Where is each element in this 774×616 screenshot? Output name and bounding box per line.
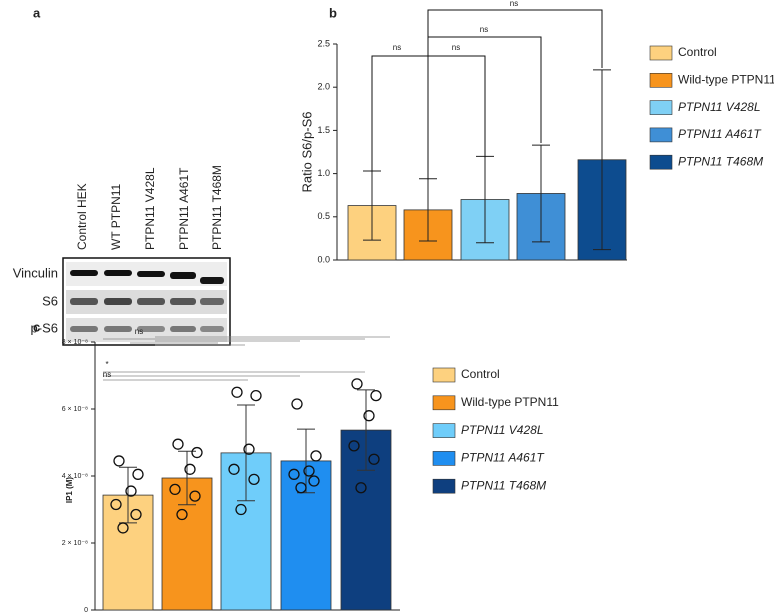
significance-label: ns (135, 327, 143, 336)
lane-label: WT PTPN11 (109, 183, 123, 250)
significance-label: ns (510, 0, 518, 8)
legend-swatch (649, 45, 673, 61)
data-point (308, 475, 320, 487)
row-label: S6 (42, 293, 58, 308)
legend-swatch (649, 73, 673, 88)
significance-bracket (427, 9, 603, 180)
legend-swatch (432, 395, 456, 411)
error-bar (178, 450, 196, 506)
y-tick-label: 2 × 10⁻⁸ (62, 540, 88, 547)
panel-label: a (33, 5, 41, 20)
data-point (130, 508, 142, 521)
legend-label: PTPN11 V428L (461, 423, 544, 437)
significance-label: ns (393, 43, 401, 52)
lane-label: PTPN11 T468M (210, 165, 224, 250)
row-label: Vinculin (13, 265, 58, 280)
data-point (368, 453, 380, 465)
data-point (250, 389, 262, 402)
data-point (295, 482, 307, 494)
lane-label: Control HEK (75, 183, 89, 250)
data-point (184, 463, 196, 475)
y-tick-label: 1.0 (317, 168, 330, 178)
error-bar (532, 144, 550, 243)
legend-swatch (432, 451, 456, 466)
data-point (370, 389, 382, 402)
legend-swatch (432, 423, 456, 438)
row-label: p-S6 (31, 320, 58, 335)
panel-label: c (33, 319, 40, 334)
data-point (191, 446, 203, 459)
y-tick-label: 8 × 10⁻⁸ (62, 339, 88, 346)
legend-label: PTPN11 T468M (461, 478, 546, 492)
legend-label: Control (678, 45, 717, 59)
y-axis-label: Ratio S6/p-S6 (299, 112, 314, 193)
y-tick-label: 2.0 (317, 82, 330, 92)
data-point (231, 386, 243, 398)
significance-label: ns (480, 25, 488, 34)
data-point (355, 482, 367, 494)
data-point (176, 508, 188, 521)
data-point (117, 522, 129, 534)
legend-label: Wild-type PTPN11 (461, 395, 559, 409)
significance-bracket (371, 55, 429, 180)
y-tick-label: 1.5 (317, 125, 330, 135)
data-point (288, 468, 300, 480)
data-point (228, 463, 240, 475)
legend-swatch (649, 100, 673, 115)
legend-swatch (432, 367, 456, 383)
legend-label: PTPN11 T468M (678, 154, 763, 168)
data-point (348, 440, 360, 452)
legend-swatch (432, 478, 456, 494)
y-tick-label: 6 × 10⁻⁸ (62, 406, 88, 413)
legend-label: Wild-type PTPN11 (678, 72, 774, 86)
legend-label: PTPN11 A461T (678, 127, 762, 141)
data-point (132, 468, 144, 480)
significance-label: * (105, 360, 108, 369)
significance-bracket (427, 55, 486, 180)
blot-image (66, 262, 227, 342)
y-tick-label: 2.5 (317, 38, 330, 48)
y-axis-label: IP1 (M) (65, 477, 74, 504)
data-point (248, 473, 260, 486)
data-point (189, 490, 201, 502)
lane-label: PTPN11 V428L (143, 167, 157, 250)
data-point (110, 498, 122, 511)
legend-label: Control (461, 367, 500, 381)
data-point (172, 438, 184, 450)
error-bar (593, 69, 611, 251)
significance-label: ns (452, 43, 460, 52)
error-bar (357, 389, 375, 471)
y-tick-label: 4 × 10⁻⁸ (62, 473, 88, 480)
data-point (291, 398, 303, 410)
data-point (303, 465, 315, 477)
significance-label: ns (103, 370, 111, 379)
data-point (351, 378, 363, 390)
legend-label: PTPN11 V428L (678, 100, 761, 114)
panel-label: b (329, 5, 337, 20)
legend-swatch (649, 154, 673, 170)
data-point (169, 483, 181, 496)
y-tick-label: 0.0 (317, 254, 330, 264)
data-point (113, 455, 125, 467)
data-point (235, 503, 247, 516)
legend-swatch (649, 127, 673, 143)
legend-label: PTPN11 A461T (461, 451, 545, 465)
y-tick-label: 0.5 (317, 211, 330, 221)
data-point (363, 410, 375, 422)
y-tick-label: 0 (84, 607, 88, 614)
data-point (125, 485, 137, 497)
data-point (243, 443, 255, 455)
data-point (310, 450, 322, 462)
lane-label: PTPN11 A461T (177, 167, 191, 250)
